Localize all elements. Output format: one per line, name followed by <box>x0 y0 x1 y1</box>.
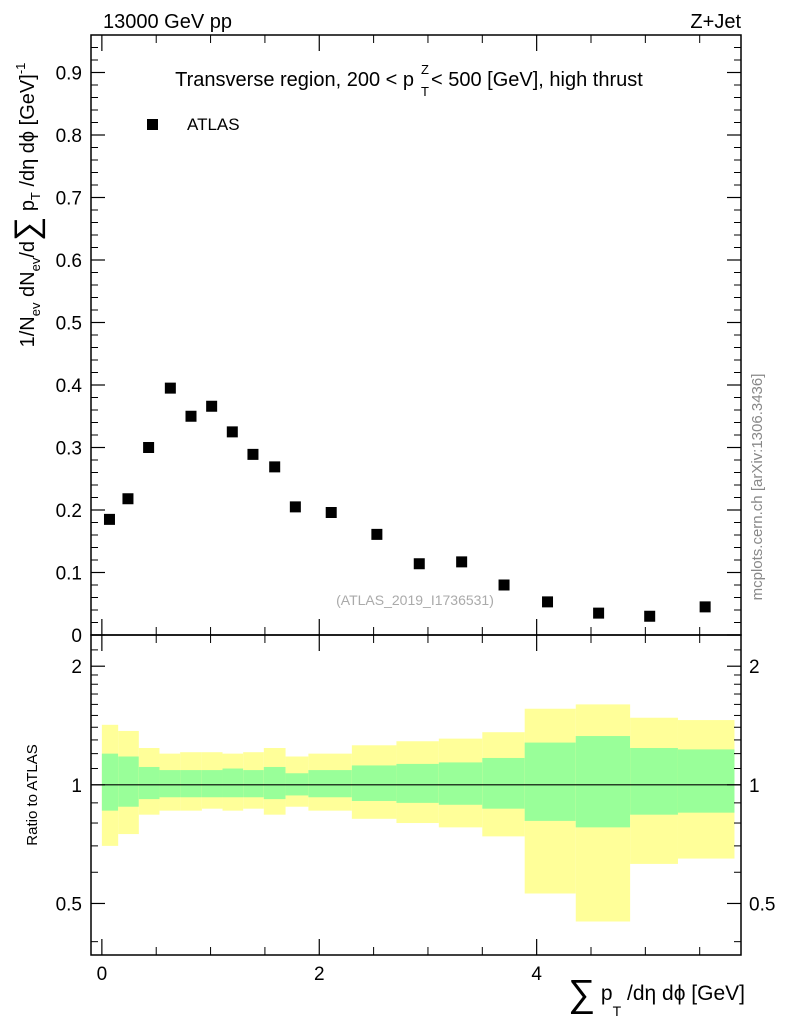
x-tick-label-0: 0 <box>97 964 108 985</box>
mcplots-side-label: mcplots.cern.ch [arXiv:1306.3436] <box>749 374 766 601</box>
inner-band-bin-15 <box>524 742 576 821</box>
ratio-uncertainty-bands <box>101 704 735 922</box>
inner-band-bin-3 <box>159 770 181 798</box>
title-pt-sup: Z <box>421 62 429 77</box>
ratio-panel: 0.5 0.5 1 1 2 2 0 2 4 Ratio to ATLAS ∑ pT /dη d… <box>24 35 775 1019</box>
legend: ATLAS <box>147 115 240 134</box>
main-y-axis-title: 1/Nev dNev/d∑ pT /dη dϕ [GeV]-1 <box>8 63 46 348</box>
data-point-3 <box>164 382 176 394</box>
main-data-points <box>103 382 711 622</box>
legend-label-atlas: ATLAS <box>187 115 240 134</box>
data-point-11 <box>371 528 383 540</box>
title-pt-sub: T <box>421 84 429 99</box>
ratio-y-tick-label-1: 1 <box>71 776 82 797</box>
inner-band-bin-14 <box>482 757 525 809</box>
data-point-5 <box>206 400 218 412</box>
ratio-y-tick-label-right-0: 0.5 <box>749 894 775 915</box>
ratio-y-axis: 0.5 0.5 1 1 2 2 <box>56 649 775 943</box>
ratio-y-tick-label-right-1: 1 <box>749 776 760 797</box>
data-point-14 <box>498 579 510 591</box>
main-y-tick-label-1: 0.1 <box>56 564 82 585</box>
inner-band-bin-12 <box>396 763 439 803</box>
data-point-2 <box>143 442 155 453</box>
title-text-right: < 500 [GeV], high thrust <box>431 69 643 91</box>
ratio-y-tick-label-right-2: 2 <box>749 657 760 678</box>
main-y-tick-label-8: 0.8 <box>56 126 82 147</box>
data-point-12 <box>413 558 425 570</box>
data-point-18 <box>699 601 711 613</box>
main-y-tick-label-2: 0.2 <box>56 501 82 522</box>
inner-band-bin-11 <box>351 765 397 801</box>
title-text-left: Transverse region, 200 < p <box>175 69 414 91</box>
data-point-15 <box>542 596 554 608</box>
main-y-tick-label-0: 0 <box>71 626 82 647</box>
data-point-4 <box>185 410 197 422</box>
data-point-7 <box>247 448 259 460</box>
inner-band-bin-17 <box>630 748 678 815</box>
header-right-label: Z+Jet <box>690 11 741 33</box>
main-y-tick-label-7: 0.7 <box>56 189 82 210</box>
data-point-17 <box>644 610 656 622</box>
main-y-tick-label-4: 0.4 <box>56 376 83 397</box>
inner-band-bin-13 <box>438 762 483 805</box>
inner-band-bin-16 <box>575 736 631 828</box>
data-point-10 <box>325 507 337 518</box>
x-tick-label-1: 2 <box>314 964 325 985</box>
ratio-y-axis-title: Ratio to ATLAS <box>24 744 41 845</box>
inner-band-bin-8 <box>263 766 286 800</box>
data-point-1 <box>122 493 134 505</box>
x-axis: 0 2 4 <box>97 35 701 985</box>
main-y-tick-label-6: 0.6 <box>56 251 82 272</box>
inner-band-bin-0 <box>101 753 119 811</box>
x-axis-title: ∑ pT /dη dϕ [GeV] <box>568 973 745 1019</box>
legend-marker-atlas <box>147 119 158 130</box>
analysis-label: (ATLAS_2019_I1736531) <box>336 592 494 608</box>
data-point-16 <box>593 607 605 619</box>
data-point-9 <box>289 501 301 513</box>
data-point-0 <box>103 513 115 525</box>
main-panel: 0 0.1 0.2 0.3 0.4 0.5 0.6 0.7 0.8 0.9 Transverse … <box>8 34 742 647</box>
inner-band-bin-7 <box>243 770 264 798</box>
ratio-plot-frame <box>90 634 742 956</box>
ratio-y-tick-label-2: 2 <box>71 657 82 678</box>
inner-band-bin-5 <box>201 770 223 798</box>
inner-band-bin-2 <box>138 766 160 800</box>
main-y-axis: 0 0.1 0.2 0.3 0.4 0.5 0.6 0.7 0.8 0.9 <box>56 47 741 647</box>
x-tick-label-2: 4 <box>531 964 542 985</box>
inner-band-bin-18 <box>677 749 735 813</box>
ratio-y-tick-label-0: 0.5 <box>56 894 82 915</box>
header-left-label: 13000 GeV pp <box>103 11 232 33</box>
inner-band-bin-10 <box>308 770 352 798</box>
plot-title: Transverse region, 200 < p Z T < 500 [Ge… <box>175 62 643 99</box>
inner-band-bin-1 <box>118 756 139 807</box>
main-y-tick-label-9: 0.9 <box>56 64 82 85</box>
data-point-6 <box>226 426 238 438</box>
data-point-13 <box>456 556 468 568</box>
inner-band-bin-6 <box>222 768 244 798</box>
main-y-tick-label-3: 0.3 <box>56 439 82 460</box>
main-y-tick-label-5: 0.5 <box>56 314 82 335</box>
data-point-8 <box>269 461 281 473</box>
inner-band-bin-4 <box>180 770 202 798</box>
